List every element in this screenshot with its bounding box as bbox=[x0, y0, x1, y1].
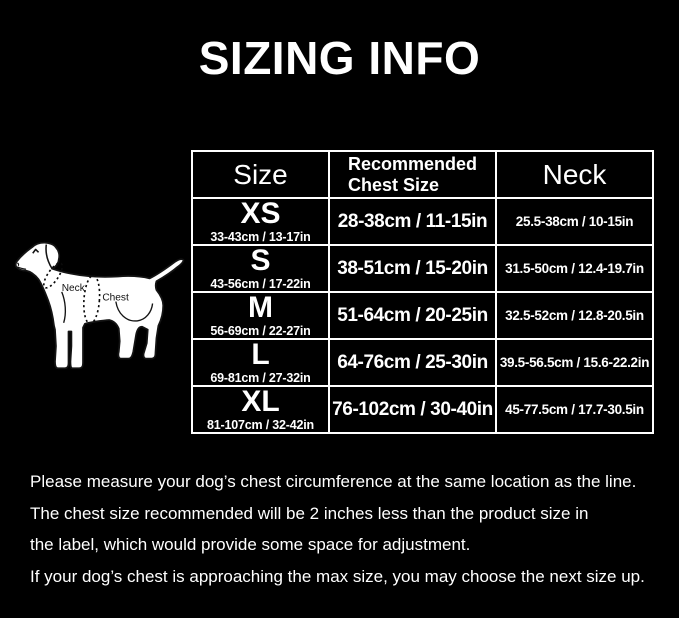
size-value: XS bbox=[240, 198, 281, 230]
size-value: XL bbox=[241, 386, 280, 418]
neck-cell: 45-77.5cm / 17.7-30.5in bbox=[495, 385, 654, 434]
size-cell: L 69-81cm / 27-32in bbox=[191, 338, 330, 387]
neck-cell: 39.5-56.5cm / 15.6-22.2in bbox=[495, 338, 654, 387]
table-row-xl: XL 81-107cm / 32-42in 76-102cm / 30-40in… bbox=[191, 385, 654, 434]
size-range: 56-69cm / 22-27in bbox=[210, 324, 311, 338]
table-header-row: Size Recommended Chest Size Neck bbox=[191, 150, 654, 199]
note-line: If your dog’s chest is approaching the m… bbox=[30, 566, 645, 586]
size-cell: XL 81-107cm / 32-42in bbox=[191, 385, 330, 434]
column-header-size: Size bbox=[191, 150, 330, 199]
chest-cell: 64-76cm / 25-30in bbox=[328, 338, 497, 387]
size-cell: S 43-56cm / 17-22in bbox=[191, 244, 330, 293]
neck-label: Neck bbox=[62, 283, 86, 294]
chest-cell: 38-51cm / 15-20in bbox=[328, 244, 497, 293]
size-cell: XS 33-43cm / 13-17in bbox=[191, 197, 330, 246]
chest-cell: 51-64cm / 20-25in bbox=[328, 291, 497, 340]
sizing-table: Size Recommended Chest Size Neck XS 33-4… bbox=[191, 150, 654, 434]
dog-shoulder-line bbox=[61, 291, 67, 324]
size-cell: M 56-69cm / 22-27in bbox=[191, 291, 330, 340]
chest-cell: 76-102cm / 30-40in bbox=[328, 385, 497, 434]
neck-cell: 32.5-52cm / 12.8-20.5in bbox=[495, 291, 654, 340]
dog-nose-line bbox=[17, 262, 27, 270]
size-value: S bbox=[250, 245, 271, 277]
size-value: M bbox=[248, 292, 273, 324]
neck-cell: 31.5-50cm / 12.4-19.7in bbox=[495, 244, 654, 293]
chest-cell: 28-38cm / 11-15in bbox=[328, 197, 497, 246]
dog-illustration-icon: Neck Chest bbox=[14, 241, 185, 370]
table-row-m: M 56-69cm / 22-27in 51-64cm / 20-25in 32… bbox=[191, 291, 654, 340]
dog-measurement-diagram: Neck Chest bbox=[5, 232, 190, 404]
chest-label: Chest bbox=[102, 293, 129, 304]
column-header-chest: Recommended Chest Size bbox=[328, 150, 497, 199]
note-line: The chest size recommended will be 2 inc… bbox=[30, 503, 589, 523]
table-row-s: S 43-56cm / 17-22in 38-51cm / 15-20in 31… bbox=[191, 244, 654, 293]
note-line: Please measure your dog’s chest circumfe… bbox=[30, 472, 637, 491]
neck-measure-line bbox=[43, 262, 64, 289]
table-row-xs: XS 33-43cm / 13-17in 28-38cm / 11-15in 2… bbox=[191, 197, 654, 246]
size-value: L bbox=[251, 339, 270, 371]
size-range: 33-43cm / 13-17in bbox=[210, 230, 311, 244]
page-title: SIZING INFO bbox=[198, 32, 481, 84]
size-range: 43-56cm / 17-22in bbox=[210, 277, 311, 291]
neck-cell: 25.5-38cm / 10-15in bbox=[495, 197, 654, 246]
dog-eye bbox=[32, 248, 40, 254]
chest-measure-line bbox=[82, 274, 101, 325]
size-range: 81-107cm / 32-42in bbox=[207, 418, 314, 432]
dog-thigh-line bbox=[115, 301, 154, 322]
dog-ear-line bbox=[45, 244, 53, 270]
table-row-l: L 69-81cm / 27-32in 64-76cm / 25-30in 39… bbox=[191, 338, 654, 387]
column-header-neck: Neck bbox=[495, 150, 654, 199]
size-range: 69-81cm / 27-32in bbox=[210, 371, 311, 385]
measurement-notes: Please measure your dog’s chest circumfe… bbox=[30, 466, 660, 592]
note-line: the label, which would provide some spac… bbox=[30, 535, 471, 554]
